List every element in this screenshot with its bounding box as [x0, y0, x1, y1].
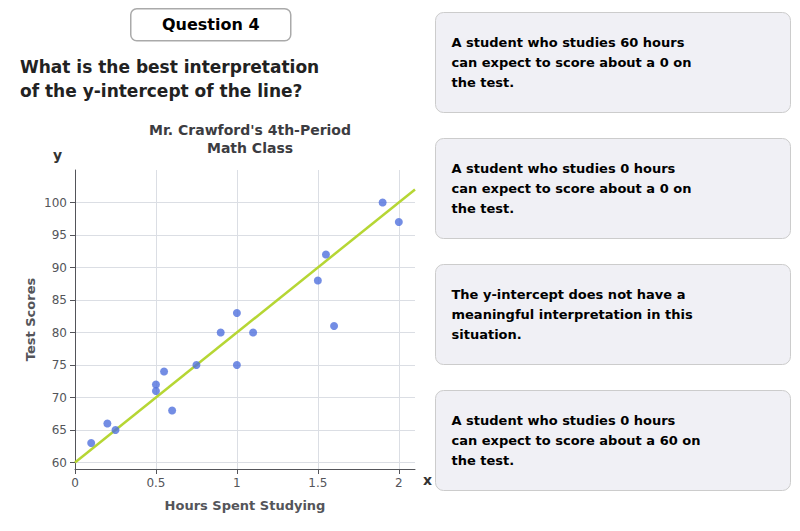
svg-text:can expect to score about a 0: can expect to score about a 0 on [452, 181, 692, 196]
svg-text:1: 1 [233, 476, 241, 490]
svg-text:the test.: the test. [452, 201, 515, 216]
svg-text:70: 70 [52, 391, 67, 405]
svg-text:can expect to score about a 60: can expect to score about a 60 on [452, 433, 701, 448]
svg-text:the test.: the test. [452, 75, 515, 90]
svg-text:What is the best interpretatio: What is the best interpretation [20, 57, 319, 77]
svg-text:85: 85 [52, 293, 67, 307]
svg-text:A student who studies 0 hours: A student who studies 0 hours [452, 161, 676, 176]
svg-text:65: 65 [52, 423, 67, 437]
svg-text:Test Scores: Test Scores [23, 278, 38, 362]
svg-text:95: 95 [52, 228, 67, 242]
svg-text:75: 75 [52, 358, 67, 372]
svg-text:80: 80 [52, 326, 67, 340]
svg-text:can expect to score about a 0: can expect to score about a 0 on [452, 55, 692, 70]
svg-text:A student who studies 60 hours: A student who studies 60 hours [452, 35, 685, 50]
svg-text:1.5: 1.5 [308, 476, 327, 490]
svg-text:100: 100 [44, 196, 67, 210]
svg-text:60: 60 [52, 456, 67, 470]
svg-text:Mr. Crawford's 4th-Period: Mr. Crawford's 4th-Period [149, 122, 351, 138]
svg-text:y: y [53, 147, 62, 163]
svg-text:The y-intercept does not have: The y-intercept does not have a [452, 287, 686, 302]
svg-text:of the y-intercept of the line: of the y-intercept of the line? [20, 81, 302, 101]
svg-text:0.5: 0.5 [146, 476, 165, 490]
svg-text:Question 4: Question 4 [162, 15, 260, 34]
svg-text:90: 90 [52, 261, 67, 275]
svg-text:meaningful interpretation in t: meaningful interpretation in this [452, 307, 694, 322]
svg-text:Hours Spent Studying: Hours Spent Studying [165, 498, 326, 513]
svg-text:Math Class: Math Class [207, 140, 293, 156]
svg-text:A student who studies 0 hours: A student who studies 0 hours [452, 413, 676, 428]
svg-text:0: 0 [71, 476, 79, 490]
svg-text:the test.: the test. [452, 453, 515, 468]
svg-text:x: x [423, 472, 432, 488]
svg-text:situation.: situation. [452, 327, 522, 342]
svg-text:2: 2 [395, 476, 403, 490]
